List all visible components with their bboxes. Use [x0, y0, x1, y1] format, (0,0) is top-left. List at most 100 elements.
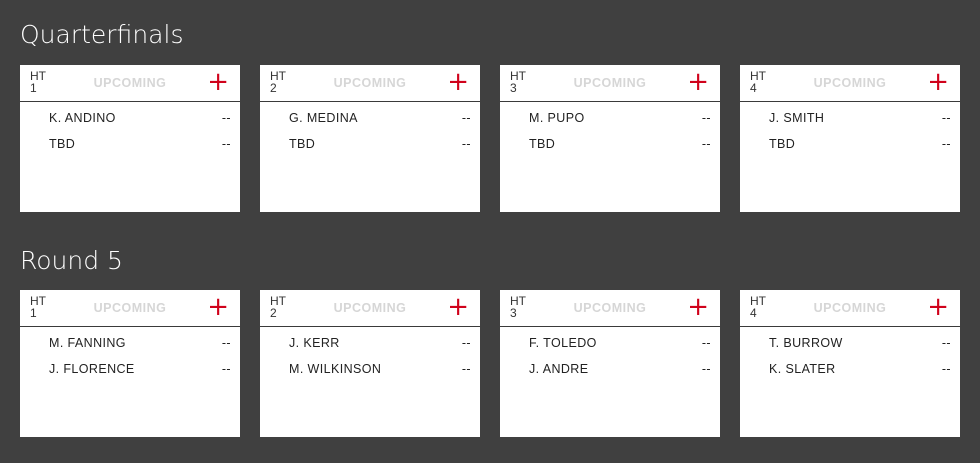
- heat-label: HT 3: [510, 70, 526, 94]
- athlete-list: T. BURROW -- K. SLATER --: [740, 327, 960, 382]
- athlete-row[interactable]: J. ANDRE --: [500, 356, 720, 382]
- athlete-name: M. FANNING: [49, 336, 126, 350]
- athlete-score: --: [701, 137, 711, 151]
- athlete-name: J. KERR: [289, 336, 340, 350]
- athlete-list: M. PUPO -- TBD --: [500, 102, 720, 157]
- athlete-name: F. TOLEDO: [529, 336, 597, 350]
- heat-card[interactable]: HT 2 UPCOMING + J. KERR -- M. WILKINSON --: [260, 290, 480, 437]
- athlete-list: J. KERR -- M. WILKINSON --: [260, 327, 480, 382]
- athlete-score: --: [941, 111, 951, 125]
- status-badge: UPCOMING: [333, 301, 407, 315]
- athlete-list: F. TOLEDO -- J. ANDRE --: [500, 327, 720, 382]
- athlete-row[interactable]: TBD --: [260, 131, 480, 157]
- heat-number: 3: [510, 81, 517, 95]
- heat-card[interactable]: HT 3 UPCOMING + M. PUPO -- TBD --: [500, 65, 720, 212]
- athlete-score: --: [701, 336, 711, 350]
- heat-row: HT 1 UPCOMING + K. ANDINO -- TBD -- HT 2 UPCO…: [20, 65, 960, 212]
- heat-card[interactable]: HT 3 UPCOMING + F. TOLEDO -- J. ANDRE --: [500, 290, 720, 437]
- athlete-row[interactable]: F. TOLEDO --: [500, 330, 720, 356]
- status-badge: UPCOMING: [93, 76, 167, 90]
- athlete-row[interactable]: M. PUPO --: [500, 105, 720, 131]
- heat-label: HT 3: [510, 295, 526, 319]
- heat-label: HT 2: [270, 295, 286, 319]
- athlete-name: G. MEDINA: [289, 111, 358, 125]
- athlete-score: --: [221, 137, 231, 151]
- heat-card-header: HT 3 UPCOMING +: [500, 65, 720, 102]
- heat-prefix: HT: [270, 69, 286, 83]
- heat-label: HT 2: [270, 70, 286, 94]
- heat-number: 2: [270, 81, 277, 95]
- heat-label: HT 1: [30, 295, 46, 319]
- athlete-score: --: [701, 362, 711, 376]
- plus-icon[interactable]: +: [447, 292, 469, 322]
- heat-prefix: HT: [510, 69, 526, 83]
- athlete-row[interactable]: TBD --: [500, 131, 720, 157]
- status-badge: UPCOMING: [573, 76, 647, 90]
- plus-icon[interactable]: +: [207, 67, 229, 97]
- athlete-row[interactable]: K. SLATER --: [740, 356, 960, 382]
- athlete-score: --: [221, 362, 231, 376]
- status-badge: UPCOMING: [813, 301, 887, 315]
- athlete-name: M. PUPO: [529, 111, 585, 125]
- heat-card-header: HT 4 UPCOMING +: [740, 65, 960, 102]
- athlete-list: J. SMITH -- TBD --: [740, 102, 960, 157]
- athlete-row[interactable]: G. MEDINA --: [260, 105, 480, 131]
- athlete-row[interactable]: TBD --: [20, 131, 240, 157]
- heat-number: 1: [30, 81, 37, 95]
- athlete-score: --: [221, 111, 231, 125]
- status-badge: UPCOMING: [813, 76, 887, 90]
- plus-icon[interactable]: +: [687, 292, 709, 322]
- plus-icon[interactable]: +: [447, 67, 469, 97]
- heat-prefix: HT: [510, 294, 526, 308]
- heat-prefix: HT: [30, 294, 46, 308]
- section-title: Quarterfinals: [20, 20, 184, 49]
- heat-prefix: HT: [750, 294, 766, 308]
- heat-card-header: HT 2 UPCOMING +: [260, 65, 480, 102]
- athlete-name: T. BURROW: [769, 336, 843, 350]
- athlete-name: M. WILKINSON: [289, 362, 382, 376]
- athlete-name: TBD: [769, 137, 796, 151]
- heat-card[interactable]: HT 1 UPCOMING + K. ANDINO -- TBD --: [20, 65, 240, 212]
- heat-card-header: HT 1 UPCOMING +: [20, 290, 240, 327]
- heat-label: HT 1: [30, 70, 46, 94]
- athlete-list: K. ANDINO -- TBD --: [20, 102, 240, 157]
- athlete-row[interactable]: M. WILKINSON --: [260, 356, 480, 382]
- athlete-score: --: [461, 111, 471, 125]
- athlete-row[interactable]: K. ANDINO --: [20, 105, 240, 131]
- heat-card-header: HT 4 UPCOMING +: [740, 290, 960, 327]
- athlete-name: K. ANDINO: [49, 111, 116, 125]
- heat-card[interactable]: HT 1 UPCOMING + M. FANNING -- J. FLORENCE --: [20, 290, 240, 437]
- heat-card[interactable]: HT 2 UPCOMING + G. MEDINA -- TBD --: [260, 65, 480, 212]
- athlete-row[interactable]: J. SMITH --: [740, 105, 960, 131]
- athlete-row[interactable]: T. BURROW --: [740, 330, 960, 356]
- athlete-list: G. MEDINA -- TBD --: [260, 102, 480, 157]
- athlete-score: --: [461, 336, 471, 350]
- heat-number: 4: [750, 306, 757, 320]
- athlete-row[interactable]: M. FANNING --: [20, 330, 240, 356]
- athlete-name: TBD: [289, 137, 316, 151]
- plus-icon[interactable]: +: [207, 292, 229, 322]
- plus-icon[interactable]: +: [687, 67, 709, 97]
- heat-label: HT 4: [750, 70, 766, 94]
- heat-card-header: HT 3 UPCOMING +: [500, 290, 720, 327]
- plus-icon[interactable]: +: [927, 67, 949, 97]
- athlete-name: J. ANDRE: [529, 362, 589, 376]
- plus-icon[interactable]: +: [927, 292, 949, 322]
- heat-card[interactable]: HT 4 UPCOMING + J. SMITH -- TBD --: [740, 65, 960, 212]
- heat-prefix: HT: [750, 69, 766, 83]
- athlete-row[interactable]: TBD --: [740, 131, 960, 157]
- heat-number: 1: [30, 306, 37, 320]
- heat-label: HT 4: [750, 295, 766, 319]
- athlete-score: --: [941, 137, 951, 151]
- athlete-score: --: [701, 111, 711, 125]
- heat-number: 4: [750, 81, 757, 95]
- heat-card[interactable]: HT 4 UPCOMING + T. BURROW -- K. SLATER --: [740, 290, 960, 437]
- status-badge: UPCOMING: [573, 301, 647, 315]
- athlete-row[interactable]: J. FLORENCE --: [20, 356, 240, 382]
- athlete-row[interactable]: J. KERR --: [260, 330, 480, 356]
- athlete-name: TBD: [49, 137, 76, 151]
- section-title: Round 5: [20, 246, 123, 275]
- heat-number: 3: [510, 306, 517, 320]
- status-badge: UPCOMING: [93, 301, 167, 315]
- heat-card-header: HT 2 UPCOMING +: [260, 290, 480, 327]
